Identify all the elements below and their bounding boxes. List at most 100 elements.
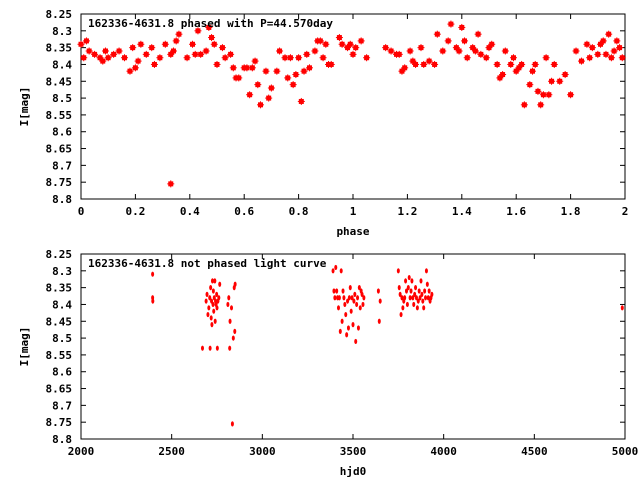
data-point (416, 298, 420, 304)
data-point (212, 308, 216, 314)
data-point (230, 305, 234, 311)
data-point (376, 288, 380, 294)
data-point (333, 295, 337, 301)
phased-y-tick-label: 8.5 (52, 92, 72, 105)
unphased-y-tick-label: 8.7 (52, 399, 72, 412)
phased-y-axis-label: I[mag] (18, 87, 31, 127)
unphased-plot-frame (80, 253, 626, 440)
data-point (345, 332, 349, 338)
phased-y-tick-label: 8.3 (52, 25, 72, 38)
unphased-y-tick-label: 8.3 (52, 265, 72, 278)
unphased-y-tick-label: 8.25 (46, 248, 73, 261)
phased-y-tick-label: 8.8 (52, 193, 72, 206)
data-point (422, 305, 426, 311)
data-point (411, 295, 415, 301)
data-point (412, 301, 416, 308)
data-point (419, 278, 423, 284)
data-point (217, 295, 221, 301)
phased-y-tick-label: 8.7 (52, 159, 72, 172)
data-point (361, 301, 365, 308)
data-point (427, 288, 431, 294)
phased-x-tick-label: 0.6 (234, 205, 254, 218)
data-point (341, 288, 345, 294)
data-point (332, 288, 336, 294)
data-point (415, 305, 419, 311)
phased-y-tick-label: 8.25 (46, 8, 73, 21)
data-point (334, 264, 338, 271)
phased-x-tick-label: 1.6 (506, 205, 526, 218)
data-point (343, 301, 347, 308)
data-point (405, 301, 409, 308)
data-point (406, 285, 410, 291)
data-point (213, 318, 217, 324)
data-point (413, 291, 417, 297)
data-point (204, 298, 208, 304)
data-point (209, 285, 213, 291)
data-point (399, 311, 403, 318)
data-point (337, 295, 341, 301)
unphased-x-tick-label: 3500 (340, 445, 367, 458)
phased-y-tick-label: 8.55 (46, 109, 73, 122)
data-point (151, 298, 155, 304)
data-point (410, 278, 414, 284)
data-point (378, 298, 382, 304)
data-point (408, 295, 412, 301)
data-point (231, 335, 235, 341)
data-point (208, 345, 212, 351)
data-point (338, 328, 342, 334)
data-point (425, 281, 429, 287)
data-point (430, 291, 434, 297)
unphased-x-axis-label: hjd0 (340, 465, 367, 478)
data-point (205, 291, 209, 297)
unphased-y-tick-label: 8.4 (52, 298, 72, 311)
data-point (230, 421, 234, 427)
unphased-data-points (151, 264, 624, 427)
data-point (218, 281, 222, 287)
phased-chart-title: 162336-4631.8 phased with P=44.570day (88, 17, 333, 30)
data-point (348, 285, 352, 291)
unphased-y-axis-label: I[mag] (18, 327, 31, 367)
data-point (397, 285, 401, 291)
data-point (215, 345, 219, 351)
data-point (346, 298, 350, 304)
data-point (396, 268, 400, 274)
data-point (398, 291, 402, 297)
data-point (409, 288, 413, 294)
data-point (352, 298, 356, 304)
data-point (355, 301, 359, 308)
unphased-y-tick-label: 8.5 (52, 332, 72, 345)
data-point (226, 301, 230, 308)
data-point (400, 295, 404, 301)
data-point (339, 268, 343, 274)
phased-x-tick-label: 1.8 (561, 205, 581, 218)
data-point (233, 328, 237, 334)
phased-plot-frame (80, 13, 626, 200)
data-point (414, 295, 418, 301)
data-point (340, 318, 344, 324)
data-point (227, 295, 231, 301)
data-point (228, 345, 232, 351)
data-point (426, 295, 430, 301)
unphased-y-tick-label: 8.8 (52, 433, 72, 446)
data-point (233, 281, 237, 287)
data-point (356, 325, 360, 331)
data-point (207, 305, 211, 311)
data-point (353, 291, 357, 297)
data-point (200, 345, 204, 351)
data-point (336, 305, 340, 311)
data-point (358, 305, 362, 311)
unphased-y-tick-label: 8.6 (52, 366, 72, 379)
data-point (347, 295, 351, 301)
phased-x-tick-label: 0.8 (289, 205, 309, 218)
data-point (407, 274, 411, 281)
phased-x-tick-label: 1.4 (452, 205, 472, 218)
data-point (377, 318, 381, 324)
phased-y-tick-label: 8.45 (46, 75, 73, 88)
data-point (423, 288, 427, 294)
data-point (211, 288, 215, 294)
data-point (417, 288, 421, 294)
unphased-y-tick-label: 8.75 (46, 416, 73, 429)
unphased-y-tick-label: 8.35 (46, 282, 73, 295)
data-point (210, 278, 214, 284)
